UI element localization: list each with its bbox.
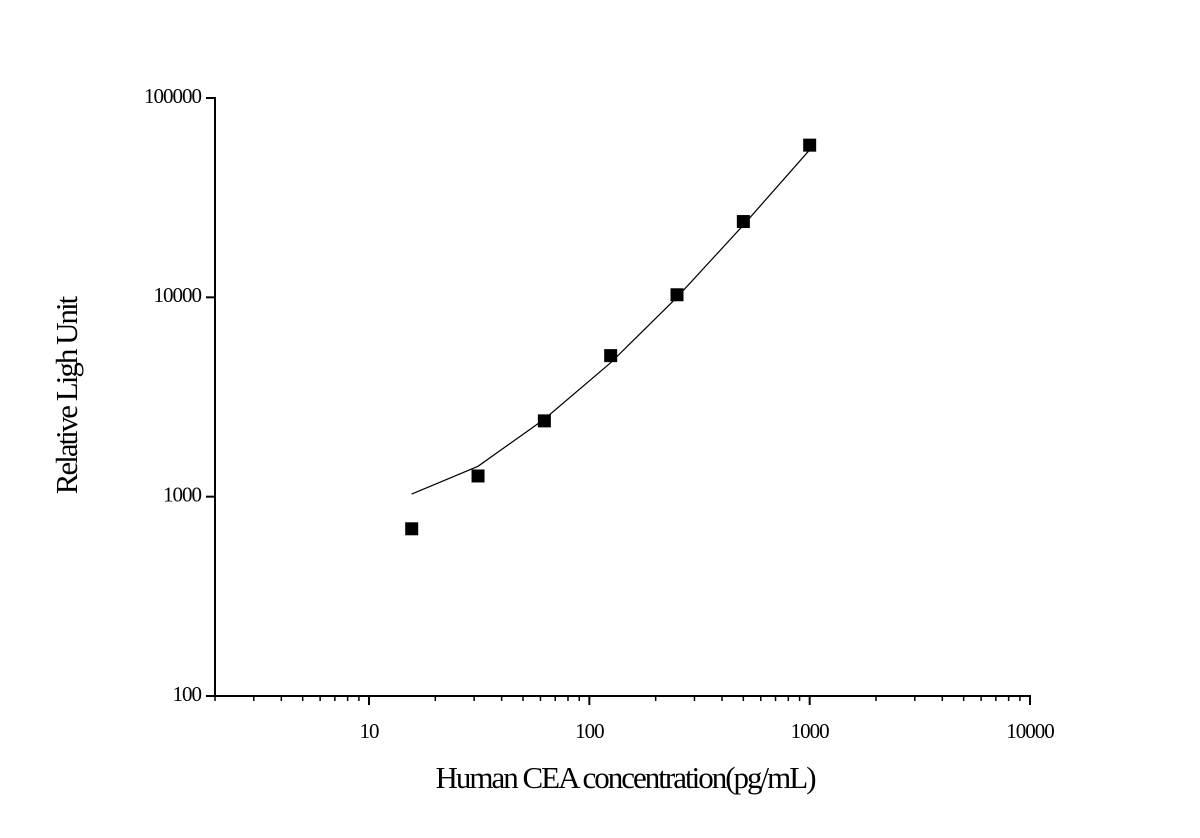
x-tick-label: 100 [575, 719, 604, 743]
x-axis-title: Human CEA concentration(pg/mL) [435, 760, 815, 795]
data-point [537, 414, 551, 428]
y-tick-label: 100 [173, 682, 202, 706]
data-point [736, 215, 750, 229]
data-point [604, 349, 618, 363]
x-tick-label: 10 [360, 719, 380, 743]
data-point [803, 138, 817, 152]
x-tick-label: 10000 [1006, 719, 1054, 743]
x-tick-label: 1000 [791, 719, 830, 743]
y-axis-title: Relative Ligh Unit [49, 295, 84, 494]
fit-curve [411, 149, 811, 495]
data-point [670, 288, 684, 302]
y-tick-label: 100000 [144, 84, 202, 108]
data-point [405, 522, 419, 536]
y-tick-label: 1000 [163, 482, 202, 506]
data-point [471, 469, 485, 483]
y-tick-label: 10000 [154, 283, 202, 307]
